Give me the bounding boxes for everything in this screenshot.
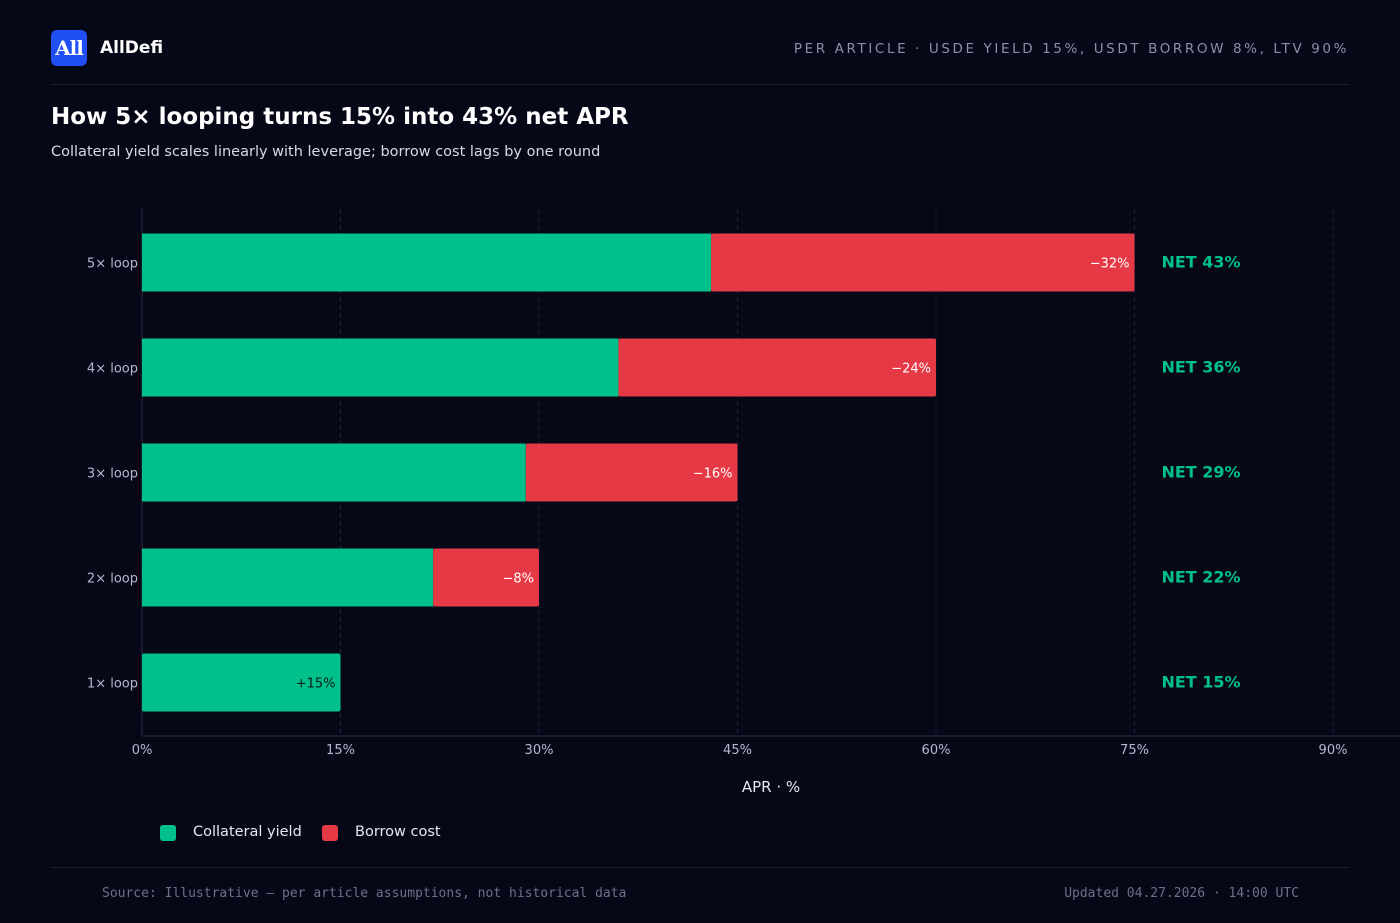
legend-label-collateral: Collateral yield bbox=[193, 824, 302, 840]
category-label: 4× loop bbox=[87, 362, 138, 377]
x-tick-label: 45% bbox=[723, 743, 752, 758]
chart-subtitle: Collateral yield scales linearly with le… bbox=[51, 144, 601, 160]
updated-timestamp: Updated 04.27.2026 · 14:00 UTC bbox=[1064, 886, 1299, 901]
collateral-bar bbox=[142, 548, 434, 607]
x-tick-label: 75% bbox=[1120, 743, 1149, 758]
borrow-bar bbox=[525, 443, 738, 502]
collateral-bar bbox=[142, 653, 341, 712]
bar-value-label: −8% bbox=[502, 572, 534, 587]
brand-name: AllDefi bbox=[100, 38, 164, 58]
net-apr-label: NET 29% bbox=[1161, 463, 1240, 482]
borrow-bar bbox=[433, 548, 539, 607]
assumptions-caption: PER ARTICLE · USDE YIELD 15%, USDT BORRO… bbox=[793, 41, 1349, 57]
header: All AllDefi PER ARTICLE · USDE YIELD 15%… bbox=[51, 30, 1349, 66]
source-note: Source: Illustrative — per article assum… bbox=[102, 886, 627, 901]
x-tick-label: 90% bbox=[1319, 743, 1348, 758]
category-label: 2× loop bbox=[87, 572, 138, 587]
x-tick-label: 0% bbox=[132, 743, 153, 758]
borrow-bar bbox=[618, 338, 936, 397]
collateral-bar bbox=[142, 233, 712, 292]
borrow-bar bbox=[711, 233, 1135, 292]
bar-value-label: −24% bbox=[891, 362, 931, 377]
net-apr-label: NET 43% bbox=[1161, 253, 1240, 272]
header-divider bbox=[51, 84, 1349, 85]
legend-label-borrow: Borrow cost bbox=[355, 824, 441, 840]
category-label: 3× loop bbox=[87, 467, 138, 482]
footer-divider bbox=[51, 867, 1349, 868]
x-axis-title: APR · % bbox=[742, 778, 800, 796]
bar-value-label: −16% bbox=[693, 467, 733, 482]
x-tick-label: 30% bbox=[525, 743, 554, 758]
legend-swatch-borrow bbox=[322, 825, 338, 841]
category-label: 5× loop bbox=[87, 257, 138, 272]
net-apr-label: NET 15% bbox=[1161, 673, 1240, 692]
x-tick-label: 15% bbox=[326, 743, 355, 758]
chart-title: How 5× looping turns 15% into 43% net AP… bbox=[51, 104, 629, 130]
bar-value-label: +15% bbox=[296, 677, 336, 692]
category-label: 1× loop bbox=[87, 677, 138, 692]
bar-value-label: −32% bbox=[1090, 257, 1130, 272]
alldefi-logo-icon: All bbox=[51, 30, 87, 66]
collateral-bar bbox=[142, 338, 619, 397]
net-apr-label: NET 22% bbox=[1161, 568, 1240, 587]
x-tick-label: 60% bbox=[922, 743, 951, 758]
net-apr-label: NET 36% bbox=[1161, 358, 1240, 377]
collateral-bar bbox=[142, 443, 526, 502]
legend-swatch-collateral bbox=[160, 825, 176, 841]
